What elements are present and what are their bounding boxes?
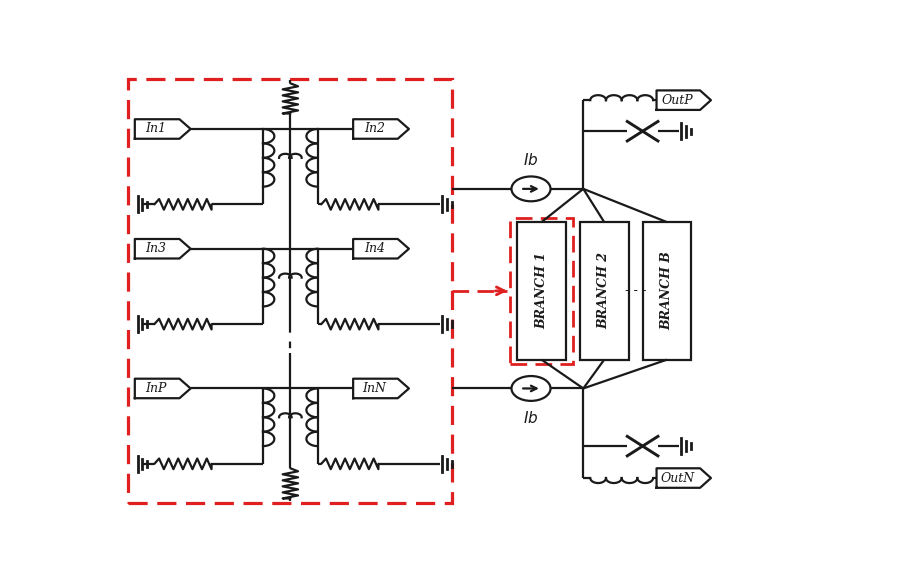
Text: InN: InN xyxy=(363,382,386,395)
Text: $Ib$: $Ib$ xyxy=(523,151,539,168)
Text: $Ib$: $Ib$ xyxy=(523,410,539,426)
Text: OutN: OutN xyxy=(660,472,694,484)
Text: BRANCH 1: BRANCH 1 xyxy=(535,252,548,329)
Text: In1: In1 xyxy=(146,123,166,135)
Text: OutP: OutP xyxy=(662,94,693,107)
Text: - - -: - - - xyxy=(625,285,646,297)
Text: In2: In2 xyxy=(364,123,385,135)
Text: In4: In4 xyxy=(364,242,385,255)
Text: BRANCH 2: BRANCH 2 xyxy=(598,252,611,329)
Text: In3: In3 xyxy=(146,242,166,255)
Text: BRANCH B: BRANCH B xyxy=(661,252,673,330)
Text: InP: InP xyxy=(145,382,166,395)
